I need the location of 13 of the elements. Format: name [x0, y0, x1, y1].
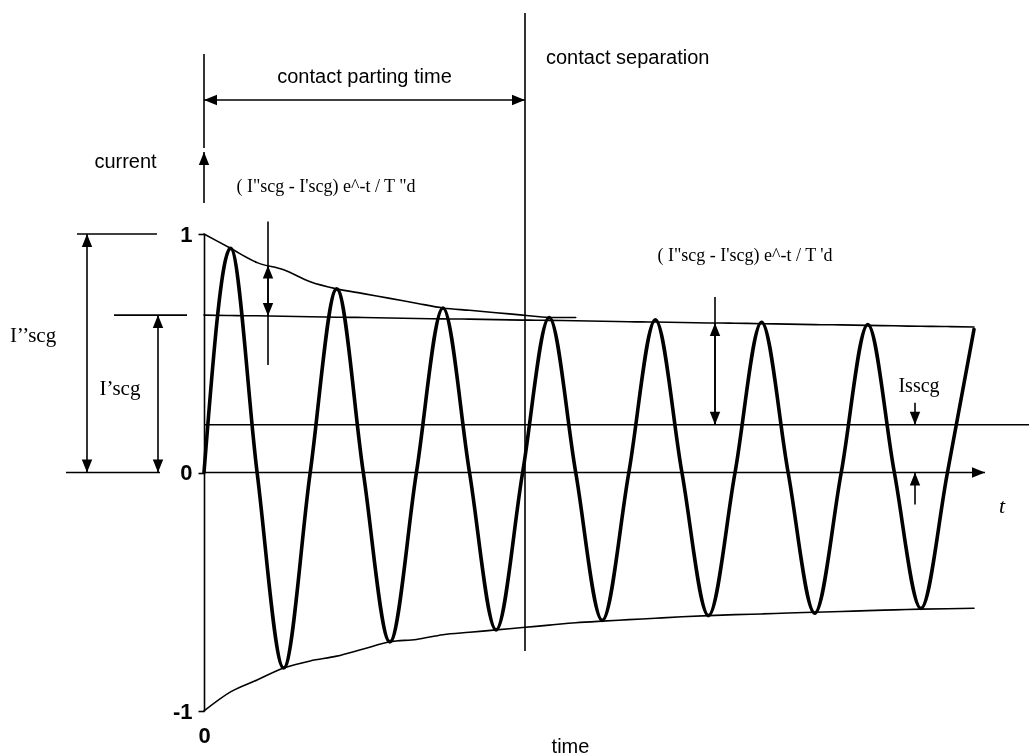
y-axis-title: current	[94, 149, 158, 172]
text: I’scg	[99, 376, 141, 400]
annotation: Isscg	[898, 373, 940, 397]
text: contact separation	[546, 46, 710, 68]
x-axis-title: time	[551, 734, 590, 754]
text: contact parting time	[277, 65, 452, 87]
legend-label: t	[998, 492, 1006, 518]
y-tick-label: 0	[180, 460, 193, 485]
y-tick-label: -1	[172, 698, 193, 724]
text: ( I"scg - I'scg) e^-t / T "d	[236, 175, 416, 197]
annotation: ( I"scg - I'scg) e^-t / T 'd	[657, 245, 833, 267]
text: I’’scg	[9, 323, 57, 347]
y-tick-label: 1	[180, 221, 193, 247]
